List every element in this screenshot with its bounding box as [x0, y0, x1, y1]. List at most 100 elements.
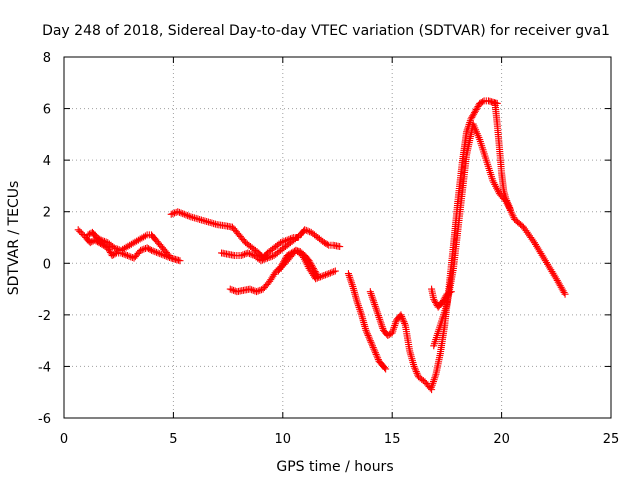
data-point-marker	[373, 308, 381, 316]
data-point-marker	[330, 268, 338, 276]
data-point-marker	[278, 238, 286, 246]
data-point-marker	[152, 248, 160, 256]
data-point-marker	[276, 264, 284, 272]
data-point-marker	[143, 244, 151, 252]
data-point-marker	[374, 312, 382, 320]
data-point-marker	[369, 297, 377, 305]
data-point-marker	[354, 302, 362, 310]
data-point-marker	[280, 237, 288, 245]
grid-lines	[64, 57, 611, 418]
data-point-marker	[323, 270, 331, 278]
data-point-marker	[328, 268, 336, 276]
data-point-marker	[367, 289, 375, 297]
data-series-segment	[218, 226, 344, 265]
data-point-marker	[373, 352, 381, 360]
y-tick-label: 8	[43, 51, 51, 66]
data-point-marker	[308, 261, 316, 269]
data-point-marker	[377, 319, 385, 327]
data-point-marker	[371, 302, 379, 310]
data-point-marker	[117, 246, 125, 254]
data-point-marker	[331, 267, 339, 275]
data-point-marker	[175, 208, 183, 216]
data-point-marker	[176, 257, 184, 265]
data-point-marker	[369, 342, 377, 350]
data-point-marker	[344, 270, 352, 278]
data-point-marker	[267, 253, 275, 261]
data-point-marker	[529, 237, 537, 245]
data-series-segment	[274, 246, 322, 280]
data-point-marker	[302, 226, 310, 234]
data-point-marker	[137, 246, 145, 254]
data-point-marker	[363, 328, 371, 336]
data-point-marker	[313, 271, 321, 279]
data-point-marker	[77, 229, 85, 237]
data-point-marker	[99, 237, 107, 245]
data-point-marker	[241, 250, 249, 258]
data-point-marker	[226, 285, 234, 293]
data-point-marker	[100, 237, 108, 245]
data-point-marker	[156, 250, 164, 258]
data-point-marker	[263, 254, 271, 262]
data-point-marker	[369, 295, 377, 303]
data-point-marker	[362, 326, 370, 334]
data-point-marker	[366, 335, 374, 343]
data-point-marker	[348, 279, 356, 287]
data-point-marker	[411, 364, 419, 372]
data-series-segment	[84, 228, 173, 260]
data-point-marker	[259, 256, 267, 264]
data-point-marker	[146, 246, 154, 254]
data-point-marker	[145, 245, 153, 253]
data-point-marker	[123, 252, 131, 260]
data-point-marker	[257, 257, 265, 265]
data-point-marker	[260, 255, 268, 263]
data-point-marker	[304, 227, 312, 235]
axis-ticks: 0 5 10 15 20 25 -6 -4 -2 0 2 4 6 8	[38, 51, 619, 447]
data-point-marker	[357, 309, 365, 317]
data-point-marker	[244, 249, 252, 257]
data-point-marker	[470, 109, 478, 117]
data-point-marker	[400, 318, 408, 326]
data-point-marker	[477, 99, 485, 107]
data-point-marker	[397, 311, 405, 319]
data-point-marker	[154, 249, 162, 257]
data-point-marker	[249, 286, 257, 294]
data-point-marker	[371, 349, 379, 357]
data-point-marker	[312, 269, 320, 277]
data-point-marker	[105, 245, 113, 253]
data-point-marker	[281, 255, 289, 263]
data-point-marker	[120, 250, 128, 258]
data-point-marker	[348, 281, 356, 289]
data-point-marker	[347, 277, 355, 285]
data-point-marker	[262, 255, 270, 263]
data-point-marker	[474, 103, 482, 111]
data-point-marker	[368, 291, 376, 299]
plot-frame	[63, 56, 612, 419]
data-point-marker	[94, 234, 102, 242]
data-point-marker	[245, 250, 253, 258]
data-point-marker	[368, 340, 376, 348]
x-tick-label: 10	[275, 432, 292, 447]
data-point-marker	[309, 264, 317, 272]
y-tick-label: -4	[38, 360, 51, 375]
data-point-marker	[164, 250, 172, 258]
data-point-marker	[322, 240, 330, 248]
data-point-marker	[371, 347, 379, 355]
data-point-marker	[86, 239, 94, 247]
data-point-marker	[370, 299, 378, 307]
data-point-marker	[122, 243, 130, 251]
data-point-marker	[151, 248, 159, 256]
data-point-marker	[345, 271, 353, 279]
data-point-marker	[323, 240, 331, 248]
data-point-marker	[502, 195, 510, 203]
data-point-marker	[88, 238, 96, 246]
data-point-marker	[373, 306, 381, 314]
data-point-marker	[228, 286, 236, 294]
data-point-marker	[431, 372, 439, 380]
x-tick-label: 25	[603, 432, 620, 447]
y-tick-label: 2	[43, 206, 51, 221]
y-tick-label: 6	[43, 103, 51, 118]
data-point-marker	[93, 234, 101, 241]
data-point-marker	[356, 305, 364, 313]
data-point-marker	[134, 236, 142, 244]
data-point-marker	[372, 350, 380, 358]
